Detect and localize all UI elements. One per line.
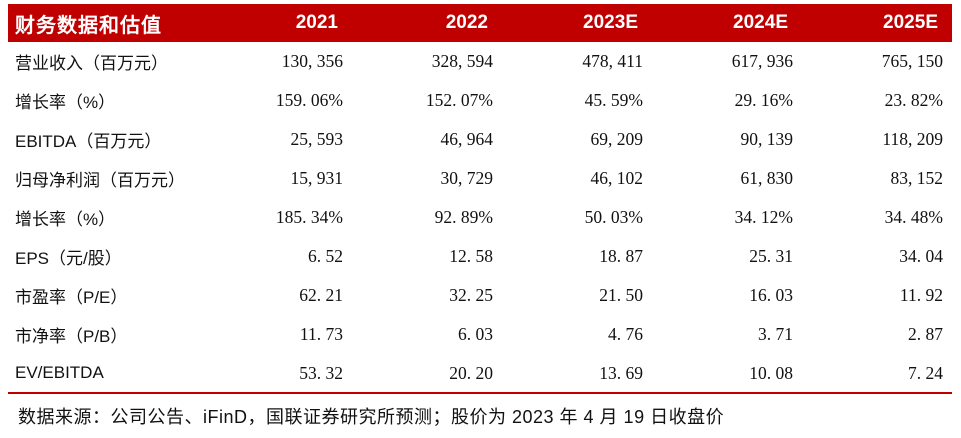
row-label: 市盈率（P/E） bbox=[15, 288, 128, 307]
table-cell: 30, 729 bbox=[440, 168, 494, 188]
table-cell: 34. 48% bbox=[884, 207, 943, 227]
table-cell: 478, 411 bbox=[582, 51, 643, 71]
table-title: 财务数据和估值 bbox=[8, 4, 202, 42]
table-cell: 2. 87 bbox=[908, 324, 943, 344]
table-cell: 118, 209 bbox=[882, 129, 943, 149]
table-cell: 328, 594 bbox=[431, 51, 493, 71]
table-row-ev-ebitda: EV/EBITDA 53. 32 20. 20 13. 69 10. 08 7.… bbox=[8, 354, 952, 394]
table-cell: 92. 89% bbox=[434, 207, 493, 227]
column-header-2023e: 2023E bbox=[502, 4, 652, 42]
table-cell: 69, 209 bbox=[590, 129, 644, 149]
row-label: 营业收入（百万元） bbox=[15, 54, 168, 73]
table-cell: 617, 936 bbox=[731, 51, 793, 71]
table-row-pb: 市净率（P/B） 11. 73 6. 03 4. 76 3. 71 2. 87 bbox=[8, 315, 952, 354]
table-cell: 61, 830 bbox=[740, 168, 794, 188]
table-cell: 62. 21 bbox=[299, 285, 343, 305]
table-cell: 50. 03% bbox=[584, 207, 643, 227]
row-label: 市净率（P/B） bbox=[15, 327, 128, 346]
table-cell: 46, 102 bbox=[590, 168, 644, 188]
column-header-2022: 2022 bbox=[352, 4, 502, 42]
table-cell: 765, 150 bbox=[881, 51, 943, 71]
row-label: EPS（元/股） bbox=[15, 249, 122, 268]
column-header-2025e: 2025E bbox=[802, 4, 952, 42]
table-cell: 21. 50 bbox=[599, 285, 643, 305]
table-cell: 13. 69 bbox=[502, 354, 652, 394]
row-label: EBITDA（百万元） bbox=[15, 132, 162, 151]
table-cell: 46, 964 bbox=[440, 129, 494, 149]
table-cell: 29. 16% bbox=[734, 90, 793, 110]
table-cell: 152. 07% bbox=[425, 90, 493, 110]
table-cell: 4. 76 bbox=[608, 324, 643, 344]
table-cell: 25, 593 bbox=[290, 129, 344, 149]
table-cell: 25. 31 bbox=[749, 246, 793, 266]
table-cell: 34. 04 bbox=[899, 246, 943, 266]
table-cell: 10. 08 bbox=[652, 354, 802, 394]
financial-table: 财务数据和估值 2021 2022 2023E 2024E 2025E 营业收入… bbox=[8, 4, 952, 394]
table-cell: 7. 24 bbox=[802, 354, 952, 394]
row-label: EV/EBITDA bbox=[8, 354, 202, 394]
data-source-note: 数据来源：公司公告、iFinD，国联证券研究所预测；股价为 2023 年 4 月… bbox=[18, 407, 725, 427]
table-cell: 6. 03 bbox=[458, 324, 493, 344]
table-cell: 11. 92 bbox=[899, 285, 943, 305]
table-cell: 3. 71 bbox=[758, 324, 793, 344]
table-cell: 11. 73 bbox=[299, 324, 343, 344]
row-label: 归母净利润（百万元） bbox=[15, 171, 185, 190]
table-cell: 16. 03 bbox=[749, 285, 793, 305]
table-cell: 23. 82% bbox=[884, 90, 943, 110]
row-label: 增长率（%） bbox=[15, 93, 116, 112]
table-row-ebitda: EBITDA（百万元） 25, 593 46, 964 69, 209 90, … bbox=[8, 120, 952, 159]
table-cell: 90, 139 bbox=[740, 129, 794, 149]
table-header-row: 财务数据和估值 2021 2022 2023E 2024E 2025E bbox=[8, 4, 952, 42]
table-cell: 18. 87 bbox=[599, 246, 643, 266]
table-cell: 12. 58 bbox=[449, 246, 493, 266]
table-cell: 20. 20 bbox=[352, 354, 502, 394]
table-row-profit-growth: 增长率（%） 185. 34% 92. 89% 50. 03% 34. 12% … bbox=[8, 198, 952, 237]
table-cell: 6. 52 bbox=[308, 246, 343, 266]
table-cell: 32. 25 bbox=[449, 285, 493, 305]
table-cell: 130, 356 bbox=[281, 51, 343, 71]
table-cell: 15, 931 bbox=[290, 168, 344, 188]
table-row-revenue-growth: 增长率（%） 159. 06% 152. 07% 45. 59% 29. 16%… bbox=[8, 81, 952, 120]
table-cell: 83, 152 bbox=[890, 168, 944, 188]
table-row-pe: 市盈率（P/E） 62. 21 32. 25 21. 50 16. 03 11.… bbox=[8, 276, 952, 315]
table-cell: 45. 59% bbox=[584, 90, 643, 110]
column-header-2021: 2021 bbox=[202, 4, 352, 42]
table-cell: 185. 34% bbox=[275, 207, 343, 227]
table-row-eps: EPS（元/股） 6. 52 12. 58 18. 87 25. 31 34. … bbox=[8, 237, 952, 276]
table-cell: 34. 12% bbox=[734, 207, 793, 227]
table-cell: 53. 32 bbox=[202, 354, 352, 394]
table-row-net-profit: 归母净利润（百万元） 15, 931 30, 729 46, 102 61, 8… bbox=[8, 159, 952, 198]
column-header-2024e: 2024E bbox=[652, 4, 802, 42]
table-row-revenue: 营业收入（百万元） 130, 356 328, 594 478, 411 617… bbox=[8, 42, 952, 81]
table-cell: 159. 06% bbox=[275, 90, 343, 110]
row-label: 增长率（%） bbox=[15, 210, 116, 229]
